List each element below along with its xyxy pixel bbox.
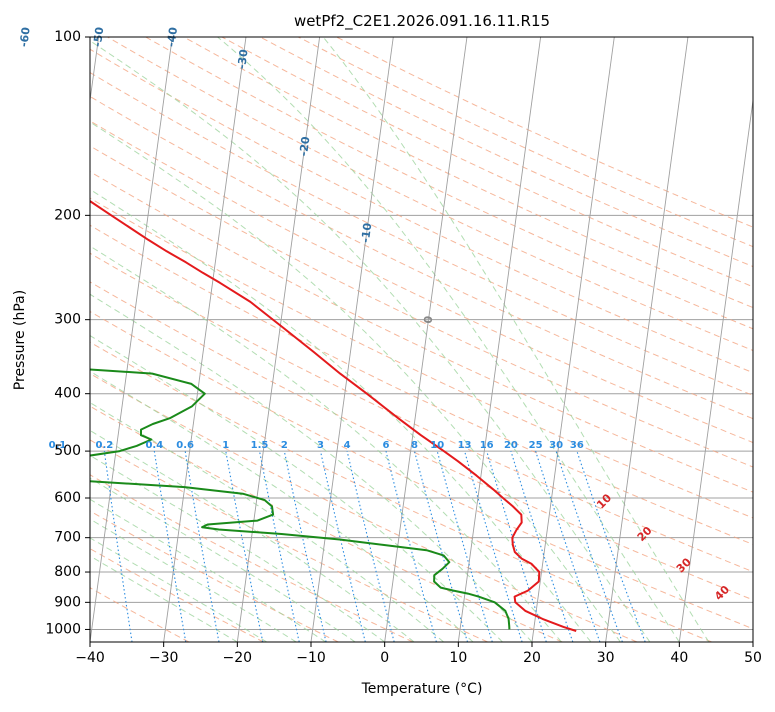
mixing-ratio-label: 4 <box>344 440 351 451</box>
mixing-ratio-label: 25 <box>529 440 543 451</box>
mixing-ratio-label: 0.4 <box>145 440 163 451</box>
x-tick-label: −40 <box>75 650 105 666</box>
plot-area <box>90 37 753 642</box>
x-tick-label: −20 <box>223 650 253 666</box>
mixing-ratio-label: 8 <box>411 440 418 451</box>
mixing-ratio-label: 13 <box>458 440 472 451</box>
y-axis-label: Pressure (hPa) <box>12 290 28 390</box>
isotherm-label: -60 <box>17 26 33 48</box>
isotherm-label: -20 <box>297 135 313 157</box>
x-tick-label: 10 <box>449 650 467 666</box>
x-tick-label: −30 <box>149 650 179 666</box>
mixing-ratio-label: 10 <box>430 440 444 451</box>
x-axis-label: Temperature (°C) <box>361 681 483 697</box>
isotherm-label: -10 <box>359 222 375 244</box>
mixing-ratio-label: 1.5 <box>251 440 269 451</box>
mixing-ratio-label: 36 <box>570 440 584 451</box>
x-tick-label: −10 <box>296 650 326 666</box>
y-tick-label: 100 <box>54 29 81 45</box>
chart-title: wetPf2_C2E1.2026.091.16.11.R15 <box>294 12 550 31</box>
x-tick-label: 0 <box>380 650 389 666</box>
y-tick-label: 700 <box>54 530 81 546</box>
mixing-ratio-label: 20 <box>504 440 518 451</box>
y-tick-label: 800 <box>54 564 81 580</box>
mixing-ratio-label: 0.2 <box>95 440 113 451</box>
x-tick-label: 30 <box>597 650 615 666</box>
x-tick-label: 20 <box>523 650 541 666</box>
mixing-ratio-label: 3 <box>317 440 324 451</box>
x-tick-label: 40 <box>670 650 688 666</box>
y-tick-label: 600 <box>54 490 81 506</box>
mixing-ratio-label: 6 <box>382 440 389 451</box>
mixing-ratio-label: 0.6 <box>176 440 194 451</box>
isotherm-label: -30 <box>235 48 251 70</box>
mixing-ratio-label: 30 <box>549 440 563 451</box>
mixing-ratio-label: 2 <box>281 440 288 451</box>
y-tick-label: 900 <box>54 594 81 610</box>
y-tick-label: 400 <box>54 386 81 402</box>
y-tick-label: 500 <box>54 443 81 459</box>
x-tick-label: 50 <box>744 650 762 666</box>
mixing-ratio-label: 1 <box>222 440 229 451</box>
y-tick-label: 200 <box>54 207 81 223</box>
mixing-ratio-label: 16 <box>480 440 494 451</box>
y-tick-label: 300 <box>54 312 81 328</box>
y-tick-label: 1000 <box>45 621 81 637</box>
